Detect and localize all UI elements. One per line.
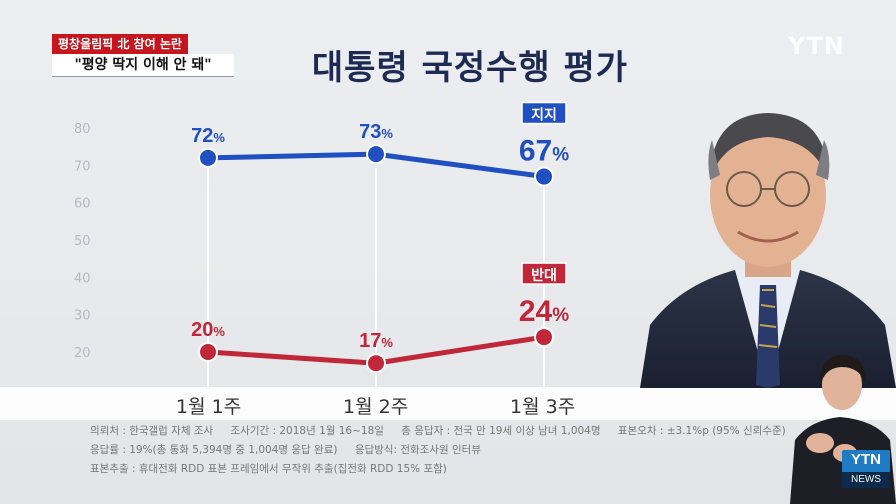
note-client: 의뢰처 : 한국갤럽 자체 조사: [90, 425, 214, 437]
data-point: [198, 342, 218, 362]
y-tick-label: 70: [74, 159, 91, 174]
x-axis-band: [0, 387, 896, 420]
data-point: [534, 327, 554, 348]
notes-row-1: 의뢰처 : 한국갤럽 자체 조사 조사기간 : 2018년 1월 16~18일 …: [90, 422, 810, 441]
data-label: 72%: [191, 125, 225, 147]
data-labels: 72% 73% 67% 20% 17% 24%: [191, 121, 569, 352]
y-tick-label: 60: [74, 197, 91, 212]
president-portrait: [640, 113, 896, 388]
badge-news: NEWS: [842, 472, 890, 488]
note-respondents: 총 응답자 : 전국 만 19세 이상 남녀 1,004명: [401, 425, 601, 437]
data-label: 73%: [359, 121, 393, 143]
news-tag-red: 평창올림픽 北 참여 논란: [52, 34, 188, 54]
note-error: 표본오차 : ±3.1%p (95% 신뢰수준): [617, 425, 786, 437]
y-tick-label: 80: [74, 122, 91, 137]
legend-tag-label: 반대: [531, 267, 557, 284]
data-point: [198, 147, 218, 168]
ytn-news-badge: YTN NEWS: [842, 450, 890, 488]
series-points: [198, 144, 554, 374]
y-tick-label: 50: [74, 234, 91, 249]
note-period: 조사기간 : 2018년 1월 16~18일: [230, 425, 384, 437]
survey-notes: 의뢰처 : 한국갤럽 자체 조사 조사기간 : 2018년 1월 16~18일 …: [90, 422, 810, 479]
data-label: 67%: [519, 135, 569, 168]
chart-title: 대통령 국정수행 평가: [311, 48, 629, 88]
y-tick-label: 40: [74, 271, 91, 286]
data-point: [534, 166, 554, 187]
legend-tag-box: [521, 262, 567, 285]
x-tick-label: 1월 3주: [510, 396, 576, 418]
data-label: 24%: [519, 295, 569, 328]
legend-tag-box: [521, 101, 567, 125]
data-label: 20%: [191, 319, 225, 341]
ytn-watermark-logo: YTN: [788, 32, 845, 60]
y-tick-label: 20: [74, 346, 91, 361]
x-tick-label: 1월 2주: [343, 396, 409, 418]
y-tick-label: 30: [74, 309, 91, 324]
notes-row-2: 응답률 : 19%(총 통화 5,394명 중 1,004명 응답 완료) 응답…: [90, 441, 810, 479]
badge-ytn: YTN: [851, 451, 881, 468]
x-tick-label: 1월 1주: [176, 396, 242, 418]
note-method: 응답방식: 전화조사원 인터뷰: [354, 444, 481, 456]
news-subtitle: "평양 딱지 이해 안 돼": [52, 54, 234, 77]
y-axis-ticks: 20 30 40 50 60 70 80: [74, 122, 91, 361]
legend-tag-label: 지지: [531, 108, 557, 124]
note-sampling: 표본추출 : 휴대전화 RDD 표본 프레임에서 무작위 추출(집전화 RDD …: [90, 463, 447, 475]
data-label: 17%: [359, 330, 393, 352]
note-response-rate: 응답률 : 19%(총 통화 5,394명 중 1,004명 응답 완료): [90, 444, 338, 456]
data-point: [366, 353, 386, 374]
data-point: [366, 144, 386, 165]
